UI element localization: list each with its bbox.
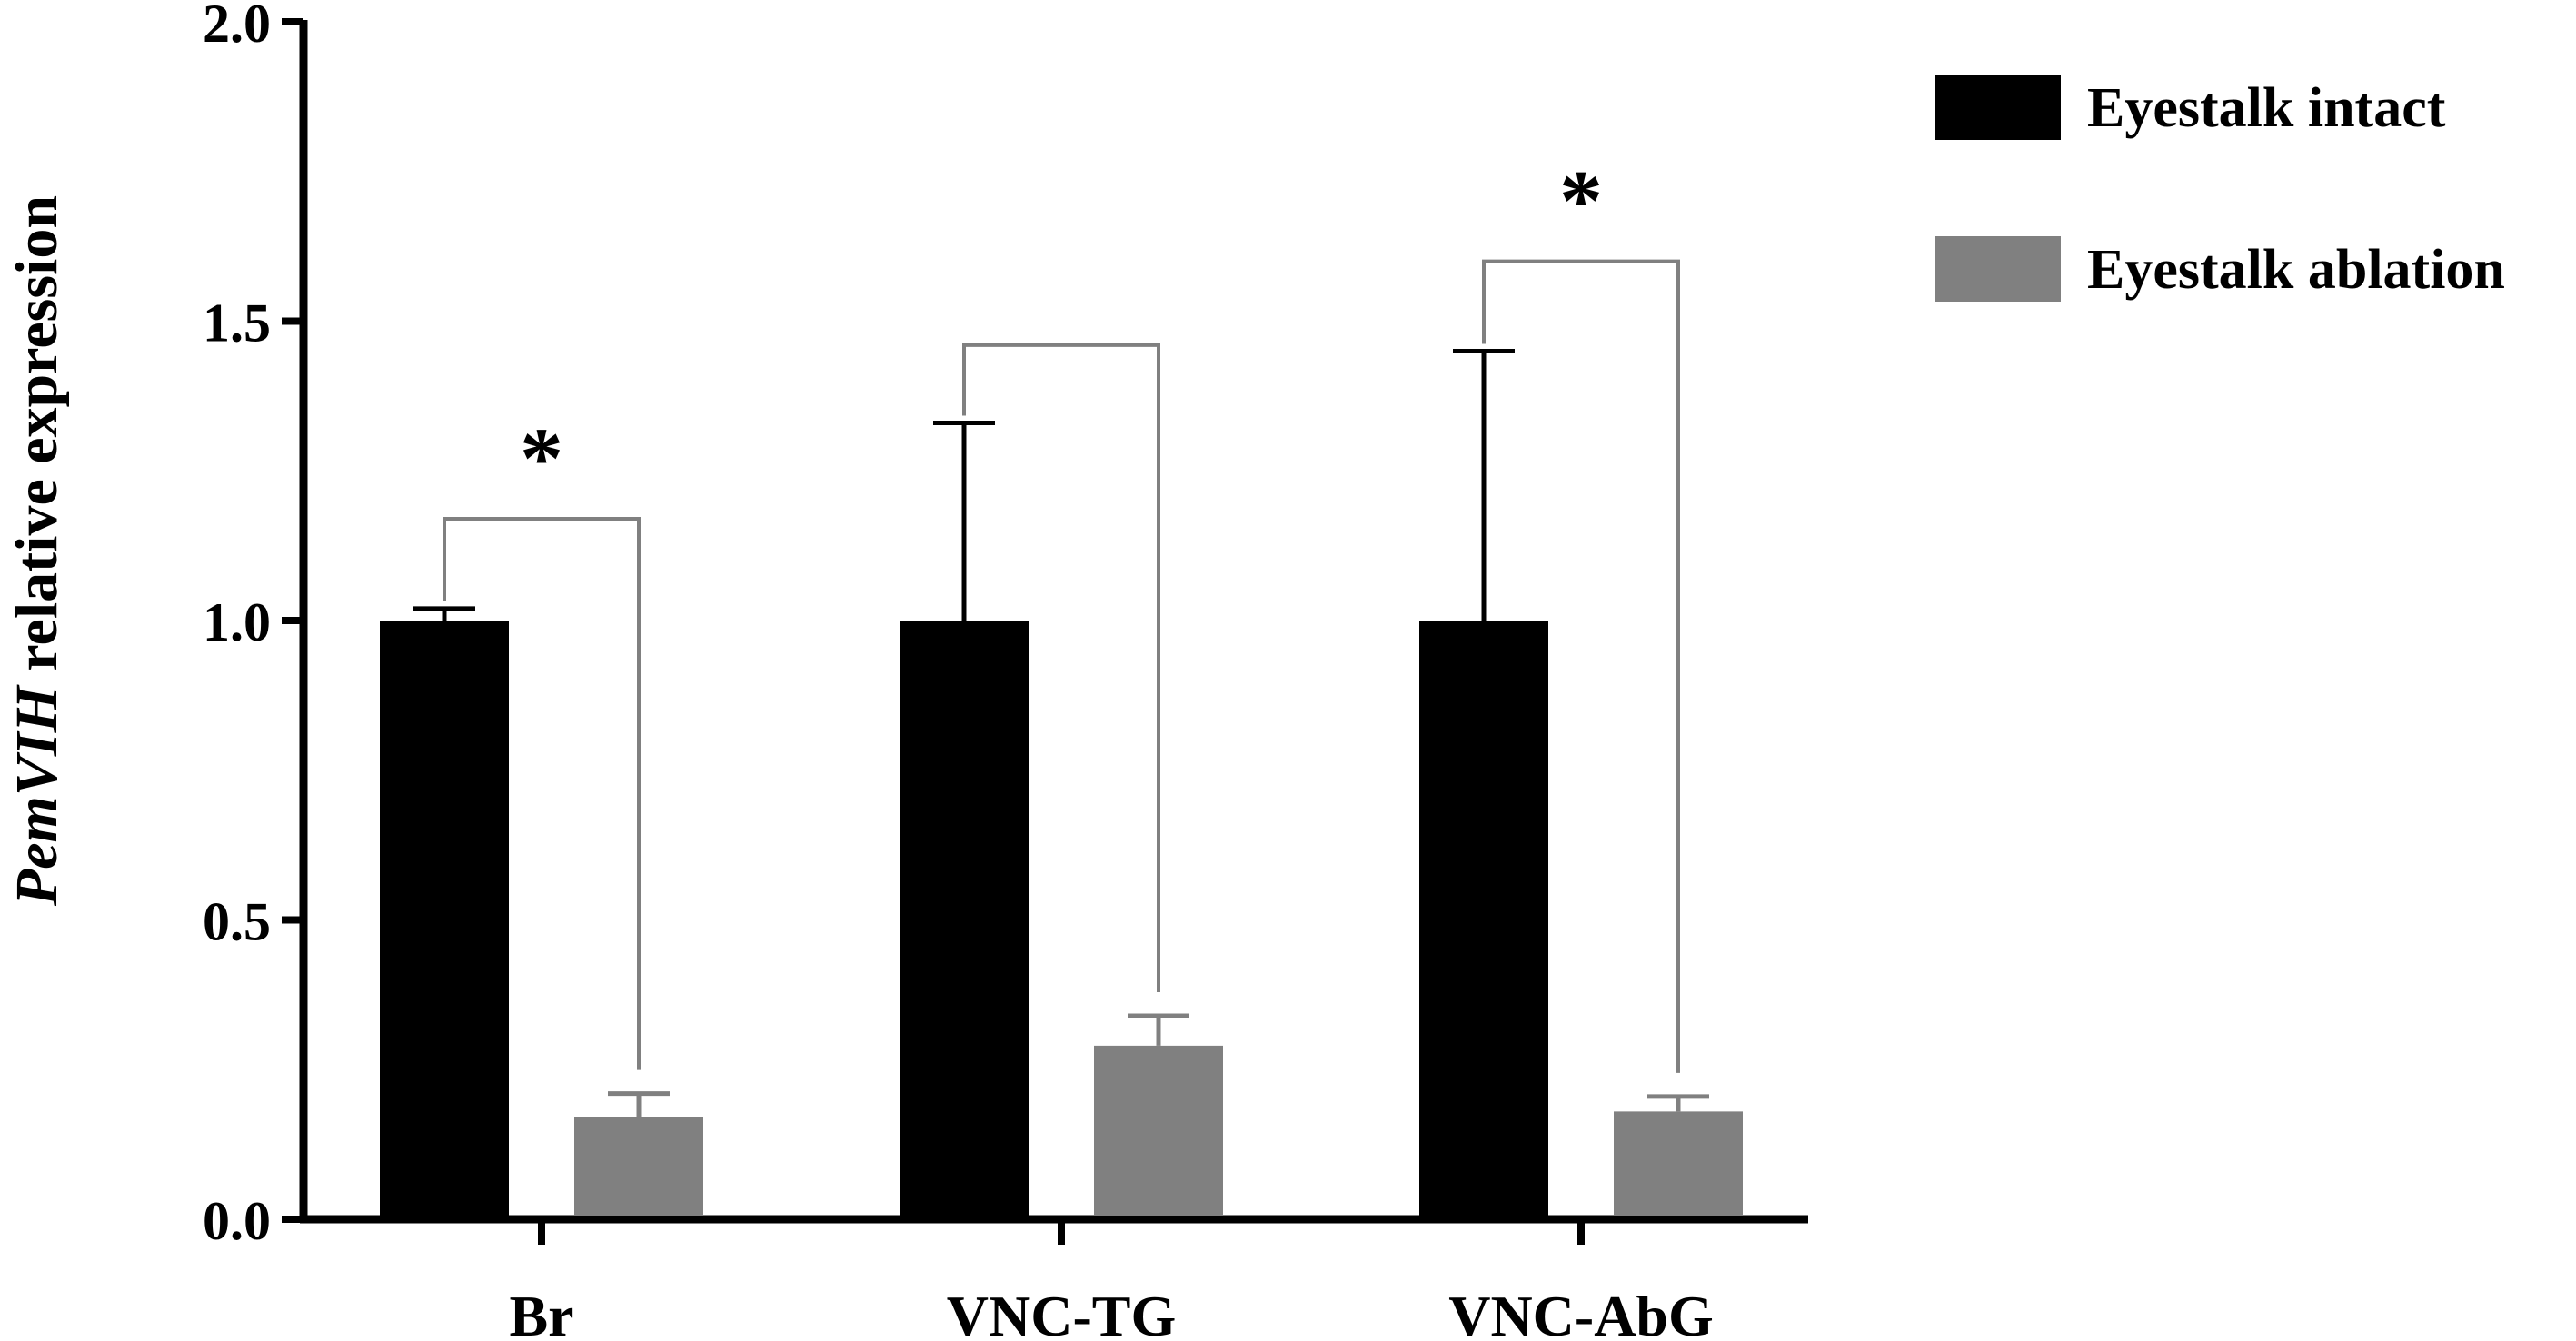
- bar: [900, 621, 1029, 1216]
- legend-swatch: [1935, 74, 2061, 140]
- legend-label: Eyestalk intact: [2087, 77, 2446, 139]
- bar: [1094, 1045, 1223, 1216]
- significance-bracket: [962, 343, 1160, 992]
- bar: [380, 621, 509, 1216]
- bar: [574, 1117, 703, 1216]
- significance-brackets: **: [443, 153, 1680, 1073]
- error-bars: [413, 348, 1709, 1118]
- y-tick-label: 0.5: [203, 892, 271, 952]
- significance-bracket: [443, 516, 641, 1070]
- y-tick-label: 1.5: [203, 293, 271, 353]
- axes: 0.0 0.5 1.0 1.5 2.0 Br VNC-TG VNC-AbG: [203, 0, 1808, 1341]
- legend-swatch: [1935, 236, 2061, 302]
- legend-label: Eyestalk ablation: [2087, 239, 2505, 301]
- significance-bracket: [1482, 259, 1680, 1073]
- y-tick-label: 1.0: [203, 592, 271, 652]
- bar: [1614, 1111, 1743, 1216]
- x-tick-label: VNC-AbG: [1448, 1284, 1714, 1336]
- x-tick-label: Br: [509, 1284, 573, 1336]
- y-tick-label: 2.0: [203, 0, 271, 54]
- y-axis-label-text: relative expression: [4, 195, 70, 686]
- bar: [1419, 621, 1548, 1216]
- legend: Eyestalk intact Eyestalk ablation: [1935, 74, 2505, 302]
- x-tick-label: VNC-TG: [947, 1284, 1176, 1336]
- y-axis-label-gene: PemVIH: [4, 683, 70, 907]
- significance-label: *: [1559, 153, 1603, 250]
- bars: [380, 621, 1743, 1216]
- y-tick-label: 0.0: [203, 1191, 271, 1251]
- y-axis-label: PemVIH relative expression: [4, 195, 70, 907]
- significance-label: *: [520, 410, 563, 507]
